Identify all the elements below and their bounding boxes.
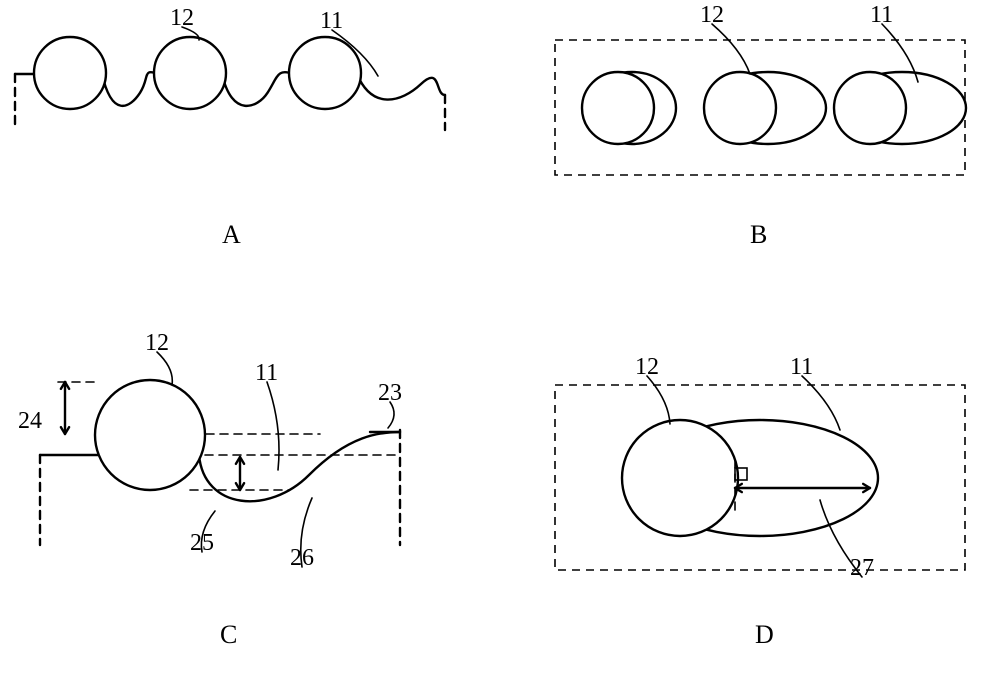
label-11-C: 11	[255, 360, 278, 387]
label-12-D: 12	[635, 354, 659, 381]
panel-letter-B: B	[750, 220, 767, 250]
label-25-C: 25	[190, 530, 214, 557]
label-24-C: 24	[18, 408, 42, 435]
label-11-B: 11	[870, 2, 893, 29]
panel-letter-C: C	[220, 620, 237, 650]
label-11-A: 11	[320, 8, 343, 35]
panel-letter-D: D	[755, 620, 774, 650]
label-27-D: 27	[850, 555, 874, 582]
label-11-D: 11	[790, 354, 813, 381]
label-12-B: 12	[700, 2, 724, 29]
label-12-C: 12	[145, 330, 169, 357]
panel-letter-A: A	[222, 220, 241, 250]
label-23-C: 23	[378, 380, 402, 407]
label-12-A: 12	[170, 5, 194, 32]
label-26-C: 26	[290, 545, 314, 572]
